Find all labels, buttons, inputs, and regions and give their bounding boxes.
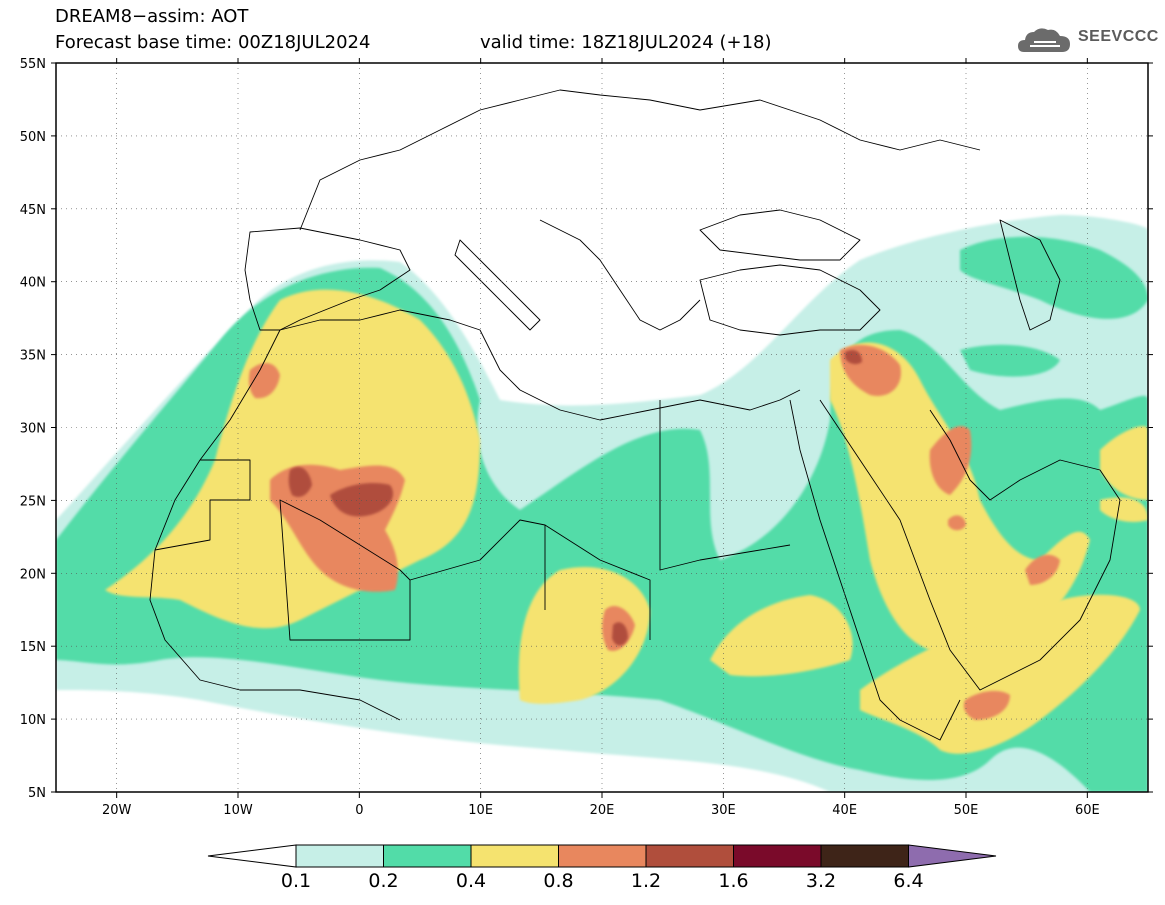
aot-contour-region: [960, 236, 1148, 319]
lon-tick-label: 30E: [711, 803, 736, 818]
lon-tick-label: 40E: [832, 803, 857, 818]
aot-contour-region: [860, 594, 1140, 754]
valid-time: valid time: 18Z18JUL2024 (+18): [480, 32, 772, 53]
aot-contour-region: [612, 622, 628, 646]
coastline-segment: [699, 264, 881, 336]
lon-tick-label: 20W: [102, 803, 132, 818]
lon-tick-label: 60E: [1075, 803, 1100, 818]
colorbar-over-triangle: [908, 844, 997, 868]
colorbar-swatch: [733, 844, 822, 868]
lat-tick-label: 55N: [20, 57, 46, 72]
coastline-segment: [149, 459, 401, 721]
colorbar: 0.1 0.2 0.4 0.8 1.2 1.6 3.2 6.4: [207, 844, 997, 892]
aot-contour-region: [1100, 426, 1148, 500]
colorbar-under-triangle: [207, 844, 297, 868]
colorbar-label: 1.6: [718, 870, 748, 892]
aot-contour-region: [960, 344, 1060, 377]
map-title: DREAM8−assim: AOT: [55, 6, 249, 27]
lat-tick-label: 45N: [20, 203, 46, 218]
aot-contour-region: [929, 426, 972, 495]
lon-tick-label: 10W: [223, 803, 253, 818]
colorbar-label: 6.4: [893, 870, 923, 892]
aot-contour-region: [845, 350, 862, 365]
aot-contour-region: [1100, 497, 1148, 522]
axis-ticks: 20W 10W 0 10E 20E 30E 40E 50E 60E 55N 50N 45N 40N 35N…: [20, 57, 1153, 818]
coastline-segment: [244, 227, 411, 331]
colorbar-swatch: [820, 844, 909, 868]
coastline-segment: [409, 519, 546, 610]
lat-tick-label: 15N: [20, 640, 46, 655]
coastline-segment: [299, 89, 981, 231]
aot-contour-region: [288, 466, 312, 497]
lat-tick-label: 50N: [20, 130, 46, 145]
lat-tick-label: 35N: [20, 349, 46, 364]
colorbar-label: 1.2: [631, 870, 661, 892]
aot-contour-region: [963, 690, 1010, 720]
coastline-segment: [544, 524, 651, 640]
forecast-base-time: Forecast base time: 00Z18JUL2024: [55, 32, 371, 53]
aot-contour-region: [330, 483, 394, 517]
colorbar-label: 0.4: [456, 870, 486, 892]
colorbar-label: 0.2: [368, 870, 398, 892]
lat-tick-label: 30N: [20, 422, 46, 437]
colorbar-swatch: [470, 844, 559, 868]
colorbar-swatch: [295, 844, 384, 868]
graticule: [56, 63, 1148, 792]
lon-tick-label: 10E: [468, 803, 493, 818]
lat-tick-label: 40N: [20, 276, 46, 291]
coastline-segment: [154, 459, 251, 551]
cloud-logo-icon: [1018, 28, 1070, 52]
lon-tick-label: 0: [355, 803, 363, 818]
lon-tick-label: 20E: [590, 803, 615, 818]
coastline-segment: [539, 219, 701, 331]
coastline-segment: [659, 400, 791, 571]
aot-contour-region: [948, 515, 966, 531]
aot-contour-region: [1025, 554, 1060, 585]
colorbar-label: 3.2: [806, 870, 836, 892]
coastline-segment: [454, 239, 541, 331]
coastline-segment: [819, 399, 1121, 691]
aot-contour-region: [518, 566, 650, 704]
lat-tick-label: 10N: [20, 713, 46, 728]
colorbar-label: 0.1: [281, 870, 311, 892]
aot-contour-region: [248, 363, 280, 399]
lon-tick-label: 50E: [954, 803, 979, 818]
aot-contour-region: [710, 595, 853, 677]
colorbar-swatch: [558, 844, 647, 868]
colorbar-label: 0.8: [543, 870, 573, 892]
colorbar-swatch: [645, 844, 734, 868]
lat-tick-label: 5N: [28, 786, 46, 801]
coastline-segment: [699, 209, 861, 261]
coastlines: [149, 89, 1121, 741]
lat-tick-label: 25N: [20, 494, 46, 509]
aot-contour-region: [830, 342, 1090, 654]
coastline-segment: [789, 399, 961, 741]
lat-tick-label: 20N: [20, 567, 46, 582]
logo-text: SEEVCCC: [1078, 28, 1159, 45]
coastline-segment: [999, 219, 1061, 331]
colorbar-swatch: [383, 844, 472, 868]
coastline-segment: [199, 309, 801, 461]
